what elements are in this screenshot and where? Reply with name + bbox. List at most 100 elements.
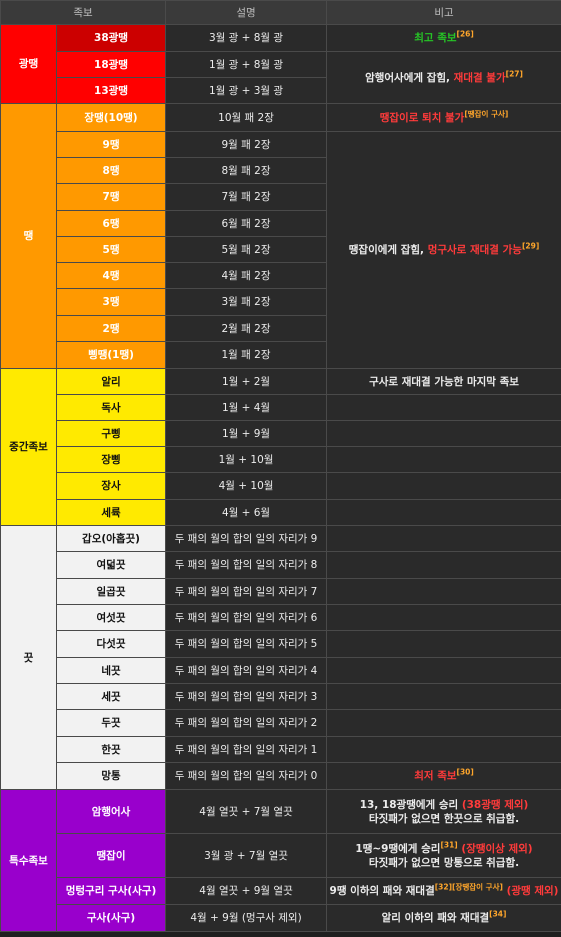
row-name: 네끗 <box>55 657 167 684</box>
table-row: 두끗 두 패의 월의 합의 일의 자리가 2 <box>1 709 561 737</box>
row-name: 한끗 <box>55 736 167 763</box>
note-18-13: 암행어사에게 잡힘, 재대결 불가[27] <box>326 51 561 104</box>
row-desc: 4월 열끗 + 9월 열끗 <box>165 877 328 905</box>
group-kkeut: 끗 <box>0 525 57 790</box>
row-desc: 1월 + 10월 <box>165 446 328 473</box>
table-row: 땡잡이 3월 광 + 7월 열끗 1땡~9땡에게 승리[31] (장땡이상 제외… <box>1 833 561 878</box>
footnote-ref[interactable]: [26] <box>456 29 474 39</box>
row-desc: 두 패의 월의 합의 일의 자리가 9 <box>165 525 328 552</box>
note-text: 최고 족보 <box>414 32 457 44</box>
footnote-ref[interactable]: [29] <box>521 241 540 251</box>
row-desc: 두 패의 월의 합의 일의 자리가 1 <box>165 736 328 763</box>
footnote-ref[interactable]: [땡잡이 구사] <box>464 109 509 118</box>
table-row: 구사(사구) 4월 + 9월 (멍구사 제외) 알리 이하의 패와 재대결[34… <box>1 904 561 932</box>
header-family: 족보 <box>0 0 167 25</box>
note-text-red: (광땡 제외) <box>502 885 559 897</box>
note-empty <box>326 499 561 526</box>
row-desc: 7월 패 2장 <box>165 183 328 211</box>
table-row: 2땡 2월 패 2장 <box>1 315 561 342</box>
header-desc: 설명 <box>165 0 328 25</box>
table-row: 7땡 7월 패 2장 <box>1 183 561 211</box>
table-row: 6땡 6월 패 2장 <box>1 210 561 237</box>
note-text: 9땡 이하의 패와 재대결 <box>329 885 435 897</box>
table-row: 독사 1월 + 4월 <box>1 394 561 421</box>
header-note: 비고 <box>326 0 561 25</box>
table-row: 중간족보 알리 1월 + 2월 구사로 재대결 가능한 마지막 족보 <box>0 368 561 526</box>
table-row: 4땡 4월 패 2장 <box>1 262 561 289</box>
row-desc: 두 패의 월의 합의 일의 자리가 0 <box>165 762 328 790</box>
note-empty <box>326 446 561 473</box>
row-desc: 1월 광 + 3월 광 <box>165 77 328 104</box>
table-row: 장삥 1월 + 10월 <box>1 446 561 473</box>
row-name: 갑오(아홉끗) <box>55 525 167 552</box>
note-text-red: 최저 족보 <box>414 770 457 782</box>
note-text: 땡잡이에게 잡힘, <box>348 244 428 256</box>
footnote-ref[interactable]: [32][장땡잡이 구사] <box>434 882 503 892</box>
row-name: 세륙 <box>55 499 167 526</box>
row-name: 땡잡이 <box>55 833 167 878</box>
row-desc: 4월 + 6월 <box>165 499 328 526</box>
note-text-red: (38광땡 제외) <box>461 798 529 811</box>
table-row: 구삥 1월 + 9월 <box>1 420 561 447</box>
note-empty <box>326 394 561 421</box>
row-desc: 1월 광 + 8월 광 <box>165 51 328 78</box>
header-row: 족보 설명 비고 <box>0 0 561 25</box>
row-desc: 1월 + 2월 <box>165 368 328 395</box>
row-name: 38광땡 <box>55 24 167 52</box>
footnote-ref[interactable]: [27] <box>505 69 523 78</box>
row-desc: 8월 패 2장 <box>165 157 328 184</box>
row-desc: 두 패의 월의 합의 일의 자리가 4 <box>165 657 328 684</box>
note-text: 암행어사에게 잡힘, <box>365 71 454 84</box>
row-name: 4땡 <box>55 262 167 289</box>
note-line: 13, 18광땡에게 승리 (38광땡 제외) <box>329 798 559 812</box>
note-empty <box>326 551 561 579</box>
table-row: 18광땡 1월 광 + 8월 광 암행어사에게 잡힘, 재대결 불가[27] <box>1 51 561 104</box>
group-special: 특수족보 <box>0 789 57 932</box>
row-name: 9땡 <box>55 131 167 158</box>
row-name: 장사 <box>55 472 167 500</box>
row-desc: 6월 패 2장 <box>165 210 328 237</box>
note-text-red: (장땡이상 제외) <box>457 842 533 855</box>
row-desc: 3월 패 2장 <box>165 288 328 316</box>
table-row: 세끗 두 패의 월의 합의 일의 자리가 3 <box>1 683 561 710</box>
note-empty <box>326 420 561 447</box>
row-desc: 두 패의 월의 합의 일의 자리가 2 <box>165 709 328 737</box>
row-desc: 두 패의 월의 합의 일의 자리가 7 <box>165 578 328 605</box>
row-name: 삥땡(1땡) <box>55 341 167 369</box>
table-row: 장사 4월 + 10월 <box>1 472 561 500</box>
footnote-ref[interactable]: [34] <box>489 909 507 919</box>
table-row: 여덟끗 두 패의 월의 합의 일의 자리가 8 <box>1 551 561 579</box>
footnote-ref[interactable]: [30] <box>456 767 474 777</box>
table-row: 특수족보 암행어사 4월 열끗 + 7월 열끗 13, 18광땡에게 승리 (3… <box>0 789 561 932</box>
note-gusa: 알리 이하의 패와 재대결[34] <box>326 904 561 932</box>
note-text-red: 재대결 불가 <box>453 71 506 84</box>
row-desc: 1월 + 9월 <box>165 420 328 447</box>
table-row: 네끗 두 패의 월의 합의 일의 자리가 4 <box>1 657 561 684</box>
note-empty <box>326 657 561 684</box>
note-ttaengjabi: 1땡~9땡에게 승리[31] (장땡이상 제외) 타짓패가 없으면 망통으로 취… <box>326 833 561 878</box>
table-row: 한끗 두 패의 월의 합의 일의 자리가 1 <box>1 736 561 763</box>
row-desc: 4월 + 10월 <box>165 472 328 500</box>
row-name: 망통 <box>55 762 167 790</box>
table-row: 땡 장땡(10땡) 10월 패 2장 땡잡이로 퇴치 불가[땡잡이 구사] <box>0 103 561 369</box>
row-desc: 두 패의 월의 합의 일의 자리가 3 <box>165 683 328 710</box>
footnote-ref[interactable]: [31] <box>440 840 458 849</box>
row-desc: 4월 패 2장 <box>165 262 328 289</box>
note-empty <box>326 604 561 631</box>
note-amhaeng: 13, 18광땡에게 승리 (38광땡 제외) 타짓패가 없으면 한끗으로 취급… <box>326 789 561 834</box>
note-empty <box>326 683 561 710</box>
row-name: 두끗 <box>55 709 167 737</box>
row-name: 구삥 <box>55 420 167 447</box>
row-name: 구사(사구) <box>55 904 167 932</box>
row-desc: 4월 열끗 + 7월 열끗 <box>165 789 328 834</box>
row-desc: 1월 + 4월 <box>165 394 328 421</box>
note-empty <box>326 472 561 500</box>
table-row: 여섯끗 두 패의 월의 합의 일의 자리가 6 <box>1 604 561 631</box>
note-line: 타짓패가 없으면 망통으로 취급함. <box>368 856 520 869</box>
note-ttaeng: 땡잡이에게 잡힘, 멍구사로 재대결 가능[29] <box>326 131 561 369</box>
row-name: 다섯끗 <box>55 630 167 658</box>
row-name: 8땡 <box>55 157 167 184</box>
row-name: 6땡 <box>55 210 167 237</box>
table-row: 일곱끗 두 패의 월의 합의 일의 자리가 7 <box>1 578 561 605</box>
row-desc: 2월 패 2장 <box>165 315 328 342</box>
